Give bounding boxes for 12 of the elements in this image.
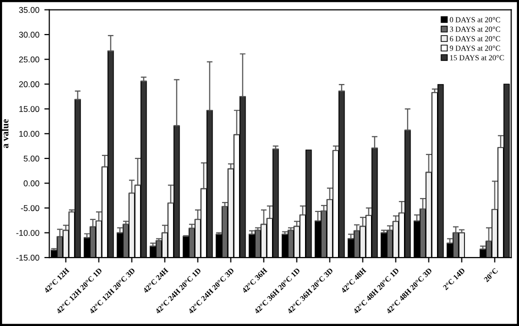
y-tick-label: 5.00 bbox=[24, 156, 40, 162]
y-tick-label: -10.00 bbox=[16, 230, 40, 236]
y-tick-label: -5.00 bbox=[20, 205, 40, 212]
y-axis-title: a value bbox=[2, 119, 8, 148]
y-tick-label: 30.00 bbox=[19, 32, 40, 38]
y-tick-label: 25.00 bbox=[19, 56, 40, 62]
y-tick-label: -15.00 bbox=[16, 254, 40, 261]
y-tick-label: 15.00 bbox=[19, 106, 40, 112]
y-tick-label: 20.00 bbox=[19, 81, 40, 88]
y-tick-label: 0.00 bbox=[24, 180, 40, 186]
y-tick-label: 35.00 bbox=[19, 6, 40, 13]
y-tick-label: 10.00 bbox=[19, 130, 40, 137]
